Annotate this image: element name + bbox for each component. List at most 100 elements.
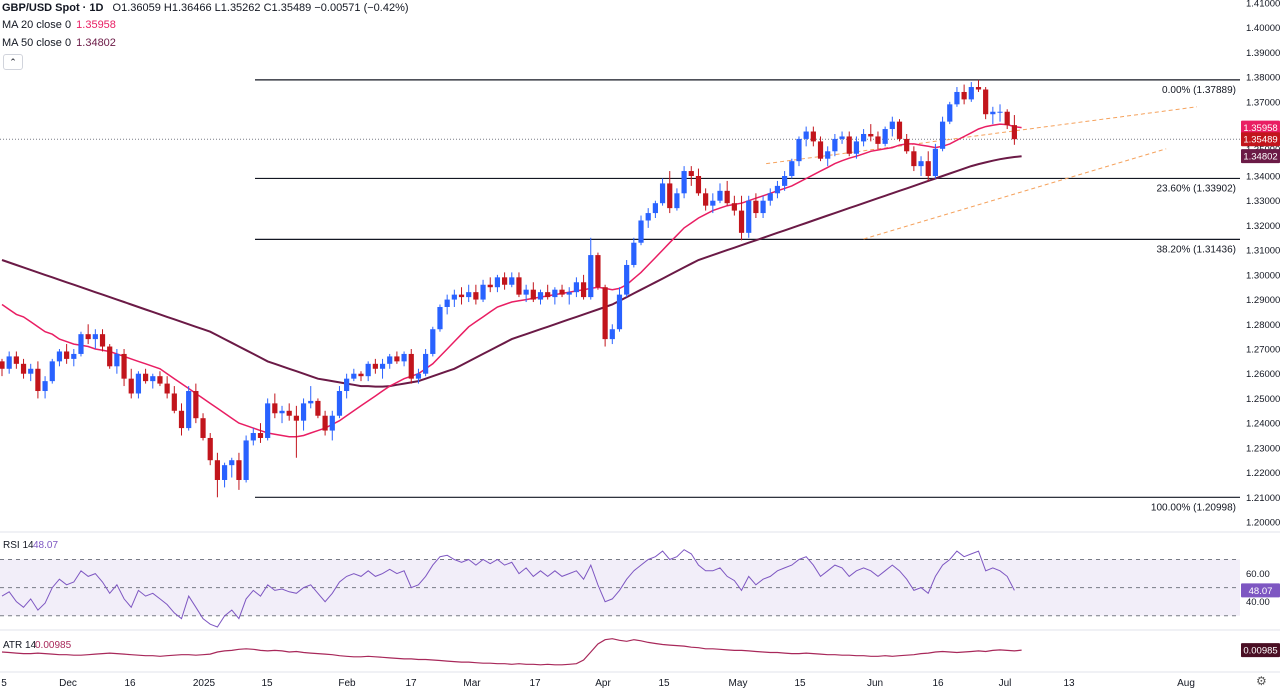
candle-body — [954, 91, 960, 105]
candle-body — [6, 356, 12, 369]
candle-body — [753, 200, 759, 214]
candle-body — [157, 376, 163, 384]
candle-body — [738, 210, 745, 233]
candle-body — [717, 190, 723, 201]
candle — [782, 171, 788, 191]
rsi-title: RSI 14 — [3, 540, 34, 551]
atr-value-badge-label: 0.00985 — [1243, 646, 1277, 657]
legend-ma20-row[interactable]: MA 20 close 0 1.35958 — [2, 18, 116, 32]
candle — [688, 166, 694, 186]
candle — [631, 237, 637, 268]
candle-body — [121, 353, 127, 379]
candle — [257, 423, 264, 443]
candle — [466, 284, 472, 303]
y-tick-label: 1.26000 — [1246, 369, 1280, 380]
ohlc-values: O1.36059 H1.36466 L1.35262 C1.35489 −0.0… — [112, 2, 409, 14]
candle — [523, 284, 529, 303]
candle — [13, 351, 19, 369]
candle — [904, 133, 910, 154]
candle-body — [782, 176, 788, 186]
candle — [379, 358, 386, 379]
candle-body — [947, 104, 953, 122]
y-tick-label: 1.32000 — [1246, 221, 1280, 232]
candle-body — [724, 190, 730, 204]
x-tick-label: Apr — [595, 678, 611, 689]
symbol-title[interactable]: GBP/USD Spot · 1D — [2, 2, 104, 14]
candle — [221, 462, 228, 488]
legend-ma50-row[interactable]: MA 50 close 0 1.34802 — [2, 36, 116, 50]
candle — [882, 126, 888, 147]
candle-body — [616, 294, 623, 330]
fib-level-label: 0.00% (1.37889) — [1162, 85, 1236, 96]
candle — [796, 136, 802, 167]
candle-body — [939, 121, 946, 149]
candle-body — [236, 460, 242, 480]
candle — [695, 168, 702, 196]
candle-body — [164, 383, 170, 394]
candle-body — [0, 361, 5, 369]
candle-body — [257, 433, 264, 438]
candle-body — [595, 255, 601, 288]
candle-body — [56, 351, 63, 362]
candle-body — [250, 433, 256, 441]
candle-body — [336, 391, 343, 416]
y-tick-label: 1.31000 — [1246, 246, 1280, 257]
candle-body — [889, 121, 895, 130]
candle-body — [731, 203, 737, 211]
candle — [351, 368, 357, 382]
candle-body — [458, 294, 465, 298]
settings-gear-icon[interactable]: ⚙ — [1256, 674, 1267, 688]
candle-body — [243, 440, 249, 480]
candle-body — [760, 200, 766, 214]
candle-body — [875, 136, 881, 144]
x-tick-label: Jun — [867, 678, 883, 689]
candle — [186, 386, 192, 431]
candle — [954, 87, 960, 107]
candle — [336, 386, 343, 419]
collapse-legend-button[interactable]: ⌃ — [3, 54, 23, 70]
y-tick-label: 1.23000 — [1246, 443, 1280, 454]
candle-body — [674, 193, 680, 209]
candle — [674, 188, 680, 211]
candle — [135, 371, 142, 399]
fib-level-label: 100.00% (1.20998) — [1151, 502, 1236, 513]
y-tick-label: 1.39000 — [1246, 48, 1280, 59]
candle — [78, 331, 84, 357]
candle-body — [92, 334, 98, 340]
candle — [401, 351, 407, 367]
x-tick-label: Mar — [463, 678, 481, 689]
candle — [530, 282, 536, 303]
candle-body — [537, 292, 544, 300]
candle — [839, 131, 845, 144]
candle — [918, 156, 924, 176]
candle — [853, 136, 860, 159]
candle-body — [573, 282, 579, 293]
candle-body — [315, 400, 321, 416]
candle-body — [853, 141, 860, 154]
candle — [423, 349, 429, 377]
candle — [214, 452, 220, 498]
atr-value: 0.00985 — [35, 640, 72, 651]
candle-body — [473, 292, 479, 300]
candle — [997, 104, 1003, 122]
candle — [272, 393, 278, 419]
fib-level-label: 38.20% (1.31436) — [1156, 244, 1236, 255]
candle-body — [200, 418, 206, 438]
candle — [566, 287, 572, 305]
candle — [6, 351, 12, 374]
candle-body — [107, 346, 113, 367]
candle — [437, 304, 443, 332]
x-tick-label: Aug — [1177, 678, 1195, 689]
candle-body — [480, 284, 486, 300]
candle-body — [523, 289, 529, 295]
candle-body — [1004, 111, 1010, 126]
candle — [64, 344, 70, 364]
y-tick-label: 1.27000 — [1246, 345, 1280, 356]
x-tick-label: 5 — [1, 678, 7, 689]
candle-body — [609, 329, 615, 340]
candle-body — [35, 368, 41, 392]
candle — [681, 166, 687, 199]
candle — [947, 101, 953, 125]
candle — [308, 386, 314, 409]
